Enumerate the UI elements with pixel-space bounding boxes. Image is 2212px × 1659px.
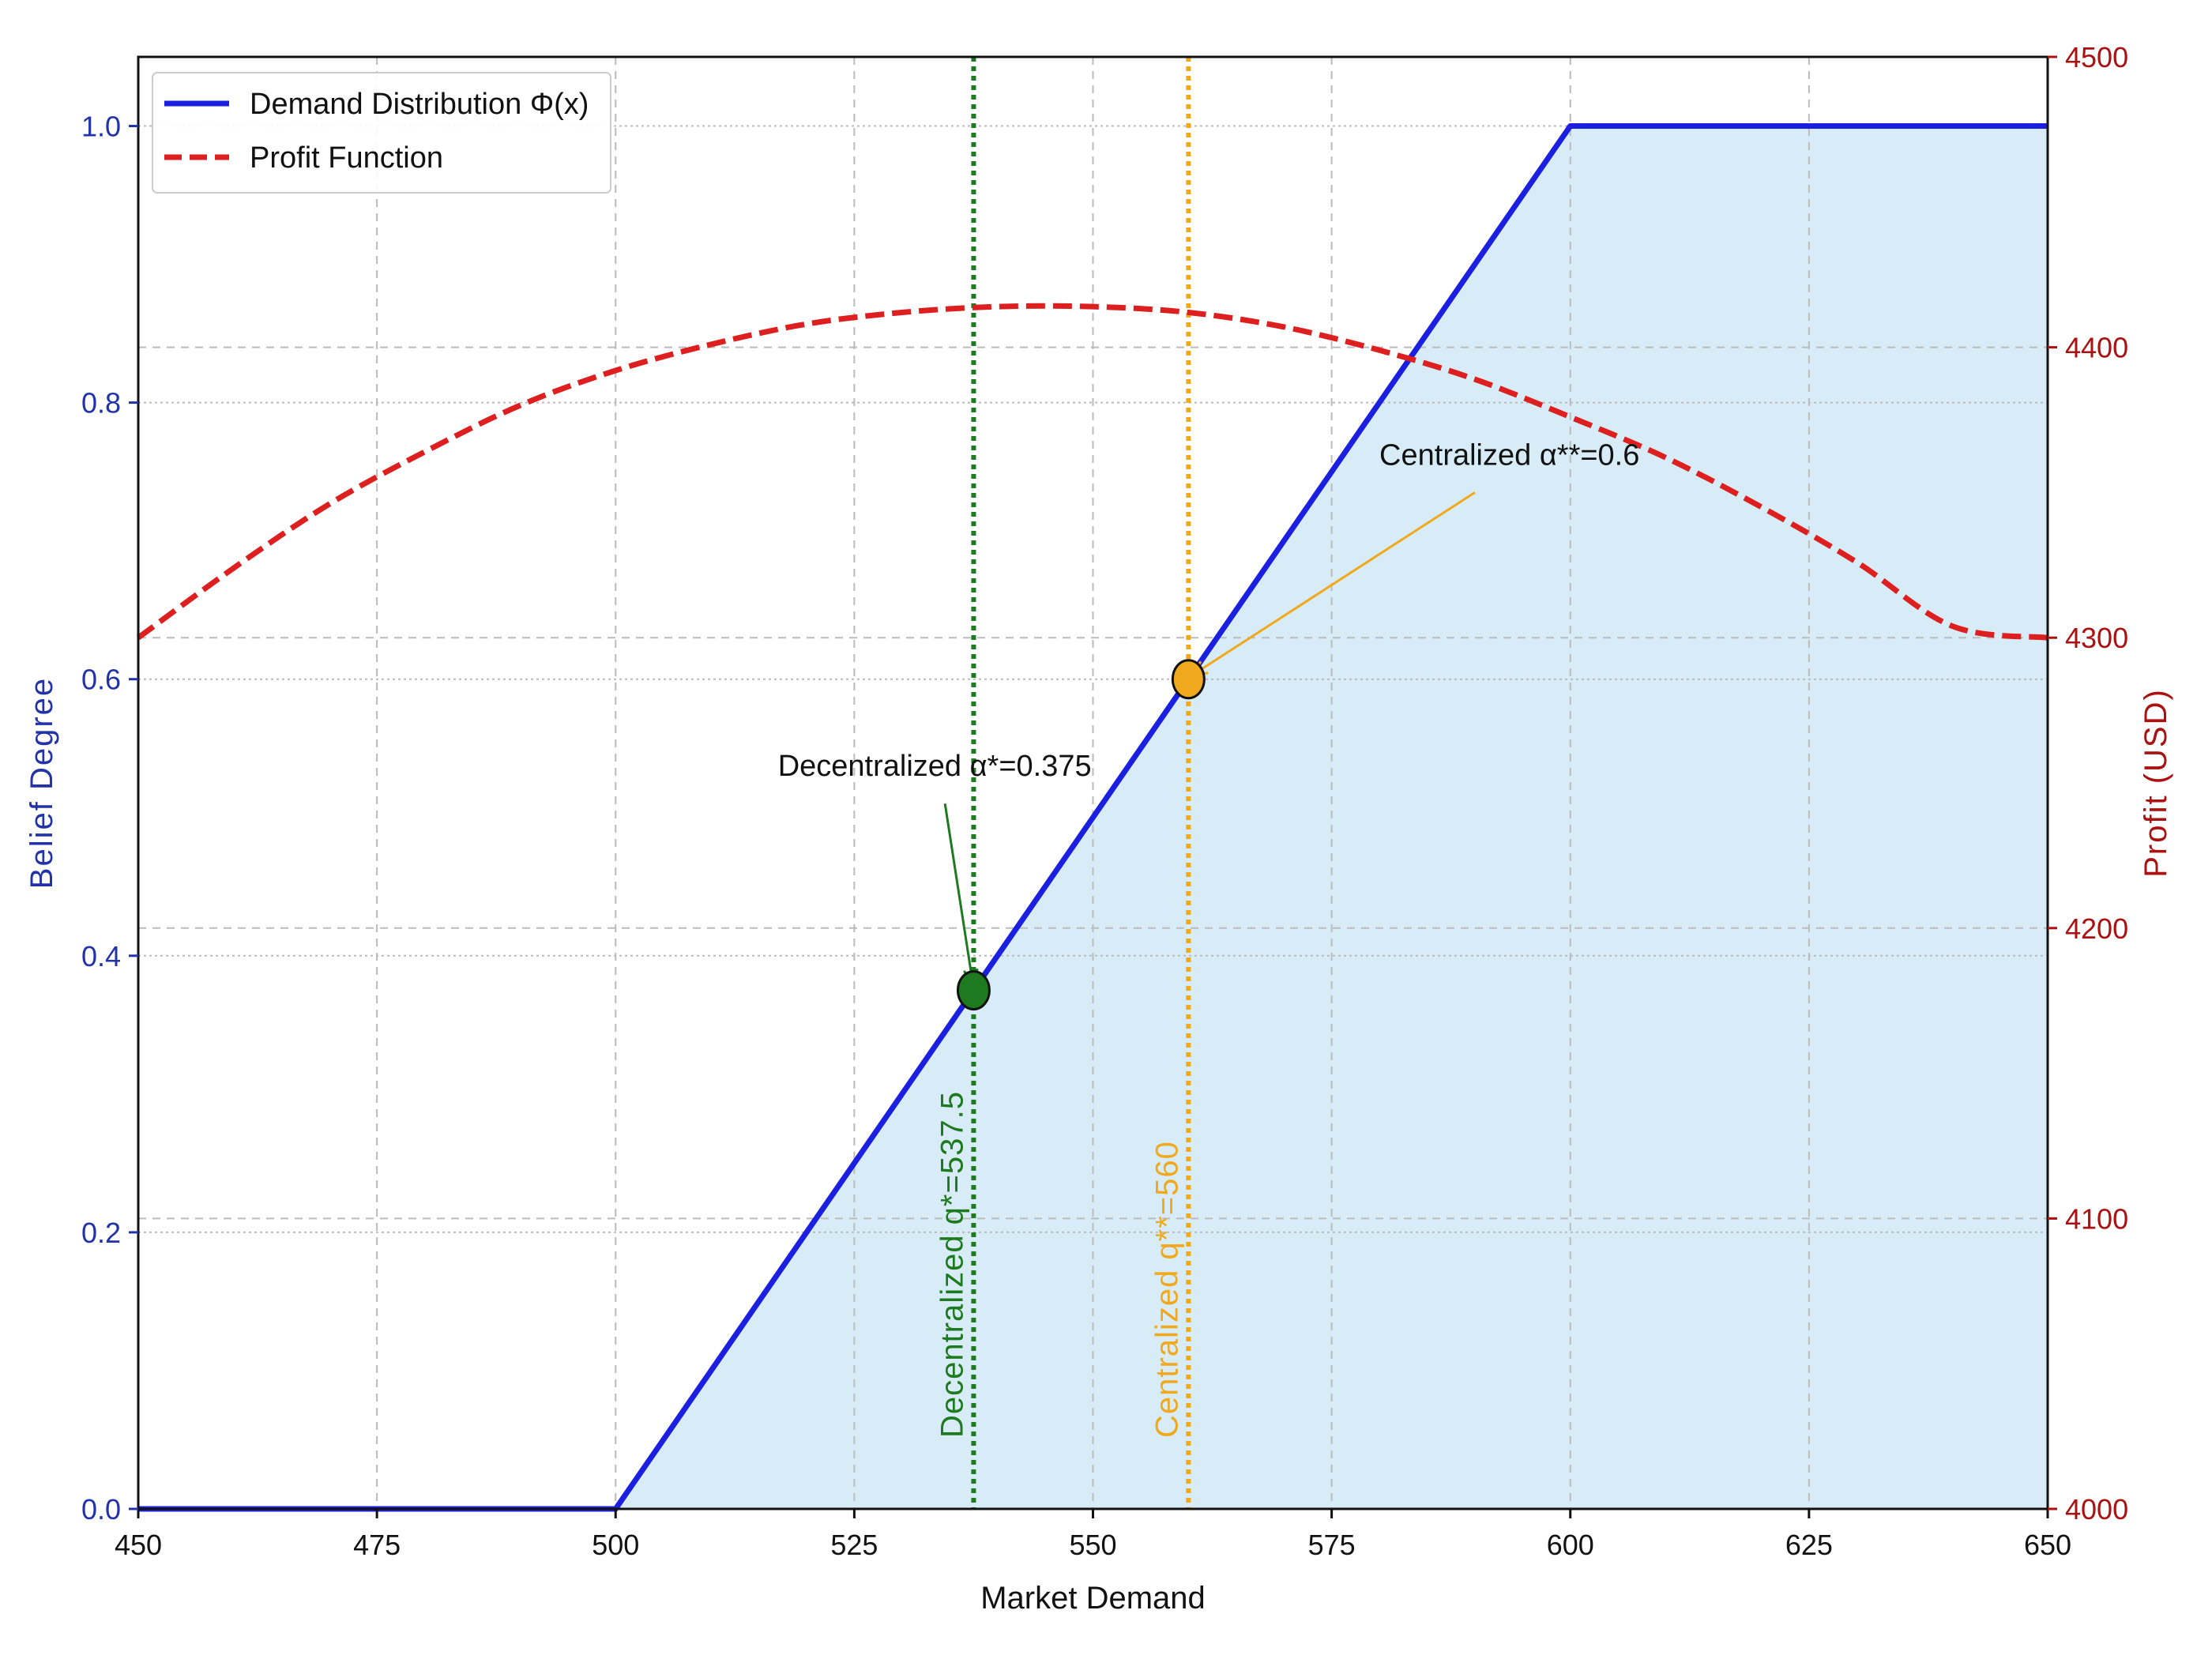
vline-label-centralized: Centralized q**=560	[1149, 1141, 1184, 1438]
y-tick-label: 0.4	[81, 940, 121, 972]
grid-group	[138, 57, 2048, 1509]
x-tick-label: 525	[830, 1529, 878, 1561]
legend-box	[152, 72, 611, 194]
annotation-group: Decentralized α*=0.375 Centralized α**=0.…	[778, 438, 1639, 1011]
y2-tick-label: 4300	[2065, 622, 2128, 654]
legend: Demand Distribution Φ(x) Profit Function	[152, 72, 611, 194]
annotation-decentralized: Decentralized α*=0.375	[778, 750, 1092, 783]
legend-demand-label: Demand Distribution Φ(x)	[250, 88, 589, 121]
y-tick-label: 0.8	[81, 387, 121, 419]
y-tick-label: 0.0	[81, 1493, 121, 1525]
y-tick-label: 1.0	[81, 111, 121, 143]
point-decentralized	[956, 970, 991, 1011]
y2-tick-label: 4500	[2065, 41, 2128, 73]
y2-tick-label: 4200	[2065, 912, 2128, 945]
vertical-lines-group: Decentralized q*=537.5 Centralized q**=56…	[935, 57, 1191, 1509]
ticks-group: 450 475 500 525 550 575 600 625 650 0.0 0.2 0.4 0.6 0…	[81, 41, 2128, 1561]
y2-tick-label: 4400	[2065, 332, 2128, 364]
x-axis-label: Market Demand	[980, 1581, 1206, 1616]
x-tick-label: 450	[115, 1529, 162, 1561]
x-tick-label: 625	[1785, 1529, 1833, 1561]
profit-line	[136, 303, 2048, 641]
x-tick-label: 575	[1308, 1529, 1356, 1561]
x-tick-label: 600	[1547, 1529, 1594, 1561]
x-tick-label: 500	[592, 1529, 639, 1561]
annotation-centralized: Centralized α**=0.6	[1379, 438, 1639, 472]
y2-tick-label: 4000	[2065, 1493, 2128, 1525]
y-axis-label: Belief Degree	[24, 677, 59, 889]
y-tick-label: 0.2	[81, 1217, 121, 1249]
x-tick-label: 475	[353, 1529, 401, 1561]
arrow-centralized	[1187, 491, 1476, 679]
vline-label-decentralized: Decentralized q*=537.5	[935, 1091, 969, 1438]
y-tick-label: 0.6	[81, 664, 121, 696]
y2-axis-label: Profit (USD)	[2139, 688, 2173, 878]
x-tick-label: 650	[2024, 1529, 2071, 1561]
point-centralized	[1171, 659, 1206, 700]
x-tick-label: 550	[1069, 1529, 1116, 1561]
legend-profit-label: Profit Function	[250, 141, 443, 175]
arrow-decentralized	[943, 803, 975, 989]
y2-tick-label: 4100	[2065, 1202, 2128, 1235]
